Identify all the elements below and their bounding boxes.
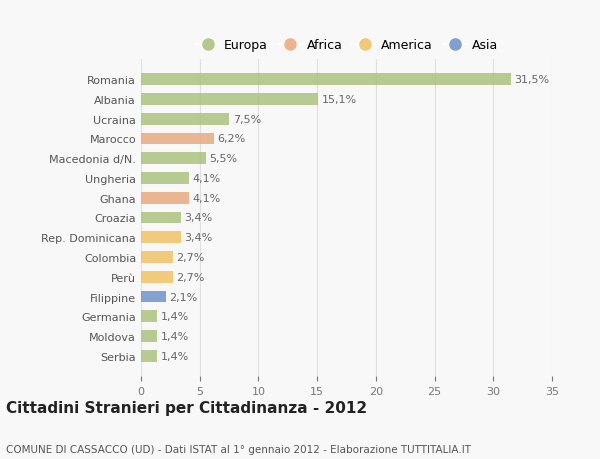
Bar xyxy=(141,113,229,125)
Text: 1,4%: 1,4% xyxy=(161,331,189,341)
Text: 15,1%: 15,1% xyxy=(322,95,357,105)
Text: 4,1%: 4,1% xyxy=(193,193,221,203)
Bar xyxy=(141,133,214,145)
Text: 2,7%: 2,7% xyxy=(176,272,205,282)
Bar xyxy=(141,350,157,362)
Text: 31,5%: 31,5% xyxy=(514,75,550,85)
Text: 3,4%: 3,4% xyxy=(184,233,212,243)
Text: 3,4%: 3,4% xyxy=(184,213,212,223)
Bar xyxy=(141,153,206,165)
Text: 6,2%: 6,2% xyxy=(217,134,245,144)
Text: Cittadini Stranieri per Cittadinanza - 2012: Cittadini Stranieri per Cittadinanza - 2… xyxy=(6,400,367,415)
Bar xyxy=(141,212,181,224)
Bar xyxy=(141,330,157,342)
Bar xyxy=(141,232,181,244)
Text: COMUNE DI CASSACCO (UD) - Dati ISTAT al 1° gennaio 2012 - Elaborazione TUTTITALI: COMUNE DI CASSACCO (UD) - Dati ISTAT al … xyxy=(6,444,471,454)
Text: 5,5%: 5,5% xyxy=(209,154,237,164)
Text: 2,7%: 2,7% xyxy=(176,252,205,263)
Text: 2,1%: 2,1% xyxy=(169,292,197,302)
Bar xyxy=(141,173,189,185)
Text: 4,1%: 4,1% xyxy=(193,174,221,184)
Bar xyxy=(141,252,173,263)
Bar xyxy=(141,271,173,283)
Bar xyxy=(141,74,511,86)
Bar xyxy=(141,192,189,204)
Text: 7,5%: 7,5% xyxy=(233,114,261,124)
Legend: Europa, Africa, America, Asia: Europa, Africa, America, Asia xyxy=(190,34,503,57)
Text: 1,4%: 1,4% xyxy=(161,351,189,361)
Text: 1,4%: 1,4% xyxy=(161,312,189,322)
Bar xyxy=(141,291,166,303)
Bar xyxy=(141,311,157,323)
Bar xyxy=(141,94,319,106)
